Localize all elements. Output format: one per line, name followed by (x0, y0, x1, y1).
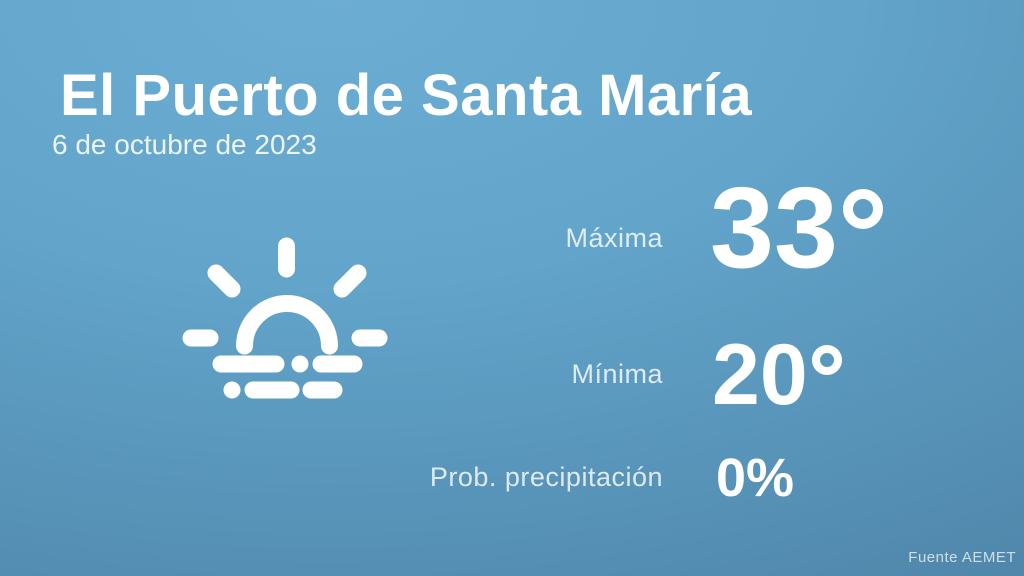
page-title: El Puerto de Santa María (60, 63, 753, 128)
degree-icon: ° (843, 188, 884, 230)
min-temp-label: Mínima (571, 359, 663, 389)
min-temp-value: 20° (712, 332, 842, 418)
max-temp-label: Máxima (565, 223, 663, 253)
precipitation-value: 0% (716, 448, 795, 508)
min-temp-number: 20 (712, 327, 808, 423)
forecast-date: 6 de octubre de 2023 (52, 129, 317, 160)
sun-fog-weather-icon (182, 236, 392, 406)
max-temp-number: 33 (710, 164, 838, 292)
max-temp-value: 33° (710, 171, 884, 286)
source-credit: Fuente AEMET (908, 549, 1016, 566)
precipitation-label: Prob. precipitación (429, 462, 663, 492)
degree-icon: ° (811, 345, 842, 376)
